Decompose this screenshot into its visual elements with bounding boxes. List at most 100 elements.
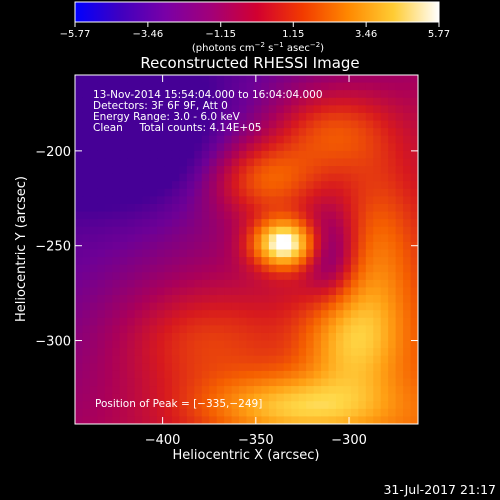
heatmap-cell [134, 143, 143, 152]
heatmap-cell [142, 295, 151, 304]
heatmap-cell [112, 370, 121, 380]
heatmap-cell [291, 257, 300, 266]
heatmap-cell [119, 272, 128, 281]
heatmap-cell [291, 386, 300, 395]
heatmap-cell [149, 317, 158, 326]
heatmap-cell [239, 302, 248, 311]
heatmap-cell [127, 257, 136, 266]
heatmap-cell [82, 75, 91, 84]
heatmap-cell [171, 211, 180, 220]
y-tick-label: −200 [35, 145, 71, 160]
heatmap-cell [276, 287, 285, 296]
heatmap-cell [142, 90, 151, 99]
heatmap-cell [365, 135, 374, 144]
heatmap-cell [298, 181, 307, 190]
heatmap-cell [373, 302, 382, 311]
heatmap-cell [171, 393, 180, 402]
heatmap-cell [127, 325, 136, 334]
heatmap-cell [89, 370, 98, 380]
heatmap-cell [350, 272, 359, 281]
heatmap-cell [350, 226, 359, 235]
heatmap-cell [112, 249, 121, 258]
heatmap-cell [142, 416, 151, 424]
heatmap-cell [142, 287, 151, 296]
heatmap-cell [350, 378, 359, 387]
heatmap-cell [313, 112, 322, 122]
heatmap-cell [164, 173, 173, 182]
heatmap-cell [313, 143, 322, 152]
heatmap-cell [201, 302, 210, 311]
heatmap-cell [119, 120, 128, 129]
heatmap-cell [179, 90, 188, 99]
heatmap-cell [209, 90, 218, 99]
heatmap-cell [194, 272, 203, 281]
heatmap-cell [209, 310, 218, 319]
heatmap-cell [104, 279, 113, 289]
heatmap-cell [164, 226, 173, 235]
heatmap-cell [373, 264, 382, 273]
heatmap-cell [149, 82, 158, 91]
heatmap-cell [283, 196, 292, 205]
heatmap-cell [239, 241, 248, 251]
heatmap-cell [194, 158, 203, 167]
heatmap-cell [321, 287, 330, 296]
heatmap-cell [186, 386, 195, 395]
heatmap-cell [194, 264, 203, 273]
heatmap-cell [321, 90, 330, 99]
heatmap-cell [343, 219, 352, 228]
heatmap-cell [216, 128, 225, 137]
heatmap-cell [97, 188, 106, 197]
heatmap-cell [410, 173, 418, 182]
heatmap-cell [261, 257, 270, 266]
heatmap-cell [82, 279, 91, 289]
heatmap-cell [246, 135, 255, 144]
heatmap-cell [75, 272, 84, 281]
heatmap-cell [82, 272, 91, 281]
heatmap-cell [380, 287, 389, 296]
heatmap-cell [298, 302, 307, 311]
heatmap-cell [291, 173, 300, 182]
heatmap-cell [261, 355, 270, 364]
heatmap-cell [253, 310, 263, 319]
heatmap-cell [239, 112, 248, 122]
heatmap-cell [104, 348, 113, 357]
heatmap-cell [343, 82, 352, 91]
heatmap-cell [201, 97, 210, 106]
heatmap-cell [127, 234, 136, 243]
heatmap-cell [134, 112, 143, 122]
heatmap-cell [149, 188, 158, 197]
heatmap-cell [388, 363, 397, 372]
heatmap-cell [231, 355, 240, 364]
heatmap-cell [298, 150, 307, 160]
heatmap-cell [283, 188, 292, 197]
heatmap-cell [403, 249, 412, 258]
info-line-counts: Clean Total counts: 4.14E+05 [93, 122, 262, 134]
heatmap-cell [403, 279, 412, 289]
heatmap-cell [149, 416, 158, 424]
heatmap-cell [194, 150, 203, 160]
heatmap-cell [388, 302, 397, 311]
heatmap-cell [201, 325, 210, 334]
heatmap-cell [171, 173, 180, 182]
heatmap-cell [253, 416, 263, 424]
heatmap-cell [224, 203, 233, 213]
heatmap-cell [239, 188, 248, 197]
heatmap-cell [380, 249, 389, 258]
heatmap-cell [149, 158, 158, 167]
heatmap-cell [410, 295, 418, 304]
heatmap-cell [313, 279, 322, 289]
heatmap-cell [75, 325, 84, 334]
heatmap-cell [291, 219, 300, 228]
heatmap-cell [127, 355, 136, 364]
heatmap-cell [388, 173, 397, 182]
heatmap-cell [194, 241, 203, 251]
heatmap-cell [157, 82, 166, 91]
heatmap-cell [89, 112, 98, 122]
heatmap-cell [313, 257, 322, 266]
heatmap-cell [403, 211, 412, 220]
heatmap-cell [119, 310, 128, 319]
heatmap-cell [335, 196, 345, 205]
heatmap-cell [395, 196, 404, 205]
heatmap-cell [179, 82, 188, 91]
heatmap-cell [261, 196, 270, 205]
